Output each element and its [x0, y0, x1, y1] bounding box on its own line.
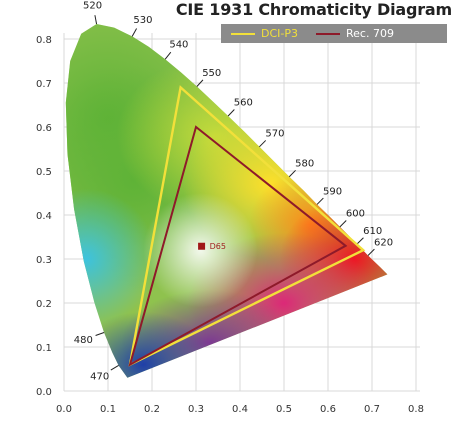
legend-item-rec-709: Rec. 709: [316, 27, 394, 40]
gamut-rec-709: [128, 125, 348, 367]
color-region: [143, 193, 258, 308]
x-tick-label: 0.8: [408, 404, 424, 415]
y-tick-label: 0.3: [36, 255, 52, 266]
gamut-dci-p3: [128, 85, 366, 367]
wavelength-label: 620: [374, 237, 393, 248]
x-tick-label: 0.4: [232, 404, 248, 415]
chart-title: CIE 1931 Chromaticity Diagram: [175, 0, 452, 19]
legend-label-dci-p3: DCI-P3: [261, 27, 298, 40]
legend: DCI-P3 Rec. 709: [221, 24, 447, 43]
y-tick-label: 0.2: [36, 299, 52, 310]
wavelength-tick: [94, 15, 98, 25]
wavelength-label: 560: [234, 98, 253, 109]
y-tick-label: 0.4: [36, 211, 52, 222]
wavelength-tick: [259, 140, 267, 148]
wavelength-label: 480: [74, 335, 93, 346]
x-tick-label: 0.1: [100, 404, 116, 415]
wavelength-label: 570: [265, 129, 284, 140]
wavelength-label: 600: [346, 209, 365, 220]
wavelength-tick: [131, 28, 138, 37]
wavelength-tick: [227, 109, 235, 117]
x-tick-label: 0.3: [188, 404, 204, 415]
wavelength-tick: [356, 237, 364, 245]
x-tick-label: 0.7: [364, 404, 380, 415]
wavelength-tick: [288, 169, 296, 178]
wavelength-label: 540: [169, 40, 188, 51]
wavelength-tick: [95, 332, 105, 336]
legend-swatch-dci-p3: [231, 32, 255, 35]
x-tick-label: 0.0: [56, 404, 72, 415]
y-tick-label: 0.7: [36, 79, 52, 90]
wavelength-label: 580: [295, 158, 314, 169]
y-tick-label: 0.0: [36, 387, 52, 398]
white-point: D65: [198, 242, 226, 251]
white-point-label: D65: [210, 242, 226, 251]
y-tick-label: 0.1: [36, 343, 52, 354]
legend-swatch-rec-709: [316, 32, 340, 35]
wavelength-tick: [367, 248, 375, 256]
color-region: [72, 311, 214, 378]
color-region: [65, 188, 157, 330]
wavelength-label: 520: [83, 0, 102, 11]
gamut-triangles: [128, 85, 366, 367]
y-tick-label: 0.8: [36, 35, 52, 46]
y-tick-label: 0.5: [36, 167, 52, 178]
wavelength-tick: [196, 79, 204, 87]
legend-label-rec-709: Rec. 709: [346, 27, 394, 40]
wavelength-label: 590: [323, 186, 342, 197]
legend-item-dci-p3: DCI-P3: [231, 27, 298, 40]
x-tick-label: 0.6: [320, 404, 336, 415]
x-tick-label: 0.5: [276, 404, 292, 415]
white-point-marker: [198, 242, 206, 250]
wavelength-label: 550: [202, 68, 221, 79]
x-tick-label: 0.2: [144, 404, 160, 415]
wavelength-tick: [164, 51, 172, 60]
wavelength-label: 470: [90, 372, 109, 383]
y-tick-label: 0.6: [36, 123, 52, 134]
wavelength-label: 610: [363, 226, 382, 237]
wavelength-tick: [110, 365, 119, 371]
axis-ticks: 0.0 0.1 0.2 0.3 0.4 0.5 0.6 0.7 0.8 0.0 0.1 0.2 0.3 0…: [36, 35, 424, 415]
wavelength-label: 530: [133, 15, 152, 26]
wavelength-tick: [316, 197, 324, 205]
wavelength-tick: [339, 220, 347, 228]
